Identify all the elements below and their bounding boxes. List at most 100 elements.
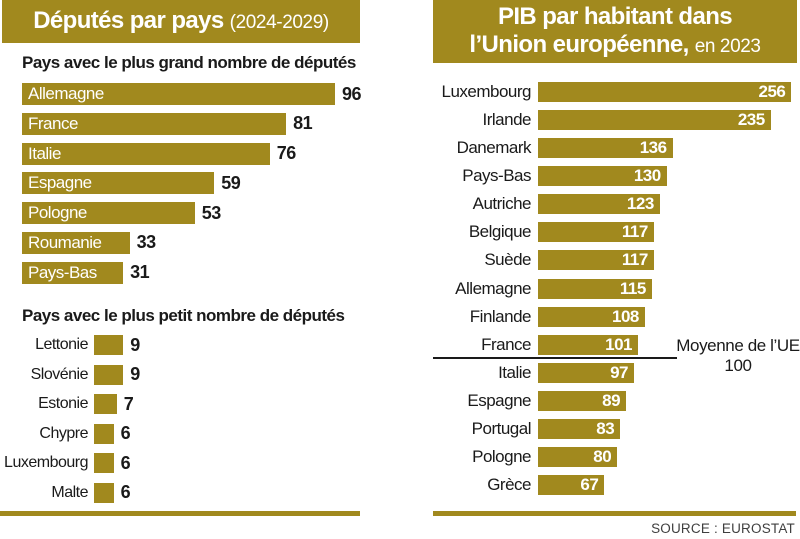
bar-row: Pays-Bas 130	[400, 166, 667, 187]
bar-value: 97	[610, 362, 628, 382]
bar: 67	[538, 475, 605, 495]
bar-value: 6	[120, 452, 131, 473]
bar-value: 53	[201, 202, 222, 223]
bar-row: Suède 117	[400, 250, 654, 271]
bar-row: Slovénie 9	[0, 364, 141, 385]
bar-label: Portugal	[471, 418, 532, 438]
bar-value: 117	[621, 222, 648, 242]
bar-row: Pays-Bas 31	[22, 261, 150, 284]
bar-label: Slovénie	[30, 365, 89, 383]
bar-row: Danemark 136	[400, 138, 673, 159]
left-chart-title: Députés par pays (2024-2029)	[33, 7, 329, 37]
bar: 97	[538, 362, 634, 383]
bar: 83	[538, 418, 621, 439]
bar-row: Pologne 80	[400, 446, 618, 467]
bar-row: Belgique 117	[400, 222, 654, 243]
bar-label: Pays-Bas	[462, 166, 531, 186]
bar-row: France 101	[400, 334, 638, 355]
bar-row: Malte 6	[0, 482, 131, 503]
bar-value: 96	[342, 83, 362, 104]
bar-label: Pologne	[28, 203, 87, 222]
bar-row: Italie 76	[22, 142, 297, 165]
bar-value: 115	[619, 278, 646, 298]
bar-label: France	[28, 113, 78, 133]
bar-label: Grèce	[487, 475, 531, 494]
bar: 235	[538, 110, 771, 131]
bar: 123	[538, 194, 660, 215]
bar: Espagne	[22, 172, 215, 195]
bar-row: Luxembourg 6	[0, 453, 131, 473]
bar: Pays-Bas	[22, 261, 124, 284]
bar-value: 31	[130, 262, 150, 282]
bar: 115	[538, 278, 652, 299]
eu-average-label: Moyenne de l’UE	[676, 336, 800, 355]
bar: 117	[538, 222, 654, 243]
bar-row: Pologne 53	[22, 202, 221, 224]
bar-value: 235	[737, 110, 765, 130]
bar-value: 123	[626, 194, 654, 214]
bar-value: 7	[123, 393, 134, 414]
bar-label: Irlande	[482, 110, 532, 130]
bar: Italie	[22, 142, 270, 165]
bar-value: 76	[276, 143, 297, 163]
bar-value: 83	[596, 418, 615, 438]
bar-row: Finlande 108	[400, 306, 645, 327]
right-chart-title-text1: PIB par habitant dans	[497, 2, 733, 30]
bar-label: Estonie	[38, 395, 88, 412]
source-credit: SOURCE : EUROSTAT	[651, 521, 795, 536]
bar-row: France 81	[22, 112, 313, 135]
bar-row: Portugal 83	[400, 418, 621, 439]
bar	[94, 335, 124, 355]
bar: 101	[538, 334, 638, 355]
bar-row: Chypre 6	[0, 423, 131, 444]
bar-value: 117	[621, 250, 648, 270]
bar	[94, 394, 117, 414]
bar-row: Allemagne 115	[400, 278, 652, 299]
bar-row: Roumanie 33	[22, 231, 156, 254]
bar-value: 256	[758, 82, 786, 101]
right-chart-title-suffix: en 2023	[694, 35, 761, 57]
bar	[94, 453, 114, 473]
bar-row: Luxembourg 256	[400, 82, 792, 102]
bar-row: Grèce 67	[400, 475, 605, 495]
bar-row: Irlande 235	[400, 110, 771, 131]
left-chart-title-suffix: (2024-2029)	[229, 11, 330, 33]
bar-label: Roumanie	[28, 232, 102, 252]
left-chart-subtitle-top: Pays avec le plus grand nombre de député…	[22, 53, 356, 72]
bar: 136	[538, 138, 673, 159]
bar-value: 9	[130, 364, 141, 384]
bar: France	[22, 112, 287, 135]
bar-label: Lettonie	[35, 336, 88, 353]
bar-value: 80	[593, 446, 612, 466]
left-chart-title-main: Députés par pays	[33, 6, 224, 34]
bar	[94, 364, 124, 385]
bar	[94, 482, 114, 503]
bar-label: Espagne	[467, 390, 531, 410]
right-chart-header: PIB par habitant dans l’Union européenne…	[433, 0, 797, 63]
right-chart-title-line2: l’Union européenne, en 2023	[469, 30, 761, 61]
bar-value: 130	[633, 166, 661, 186]
bar: 256	[538, 82, 792, 102]
bar-row: Italie 97	[400, 362, 634, 383]
bar-label: Suède	[484, 250, 531, 270]
bar-value: 67	[580, 475, 599, 494]
bar: Roumanie	[22, 231, 130, 254]
bar-label: Luxembourg	[441, 82, 531, 101]
bar-value: 101	[605, 334, 632, 354]
bar-row: Espagne 59	[22, 172, 241, 195]
bar-row: Autriche 123	[400, 194, 660, 215]
right-chart-title-text2: l’Union européenne,	[469, 30, 689, 58]
bar-label: Italie	[498, 362, 531, 382]
bar-label: Pays-Bas	[28, 262, 97, 282]
bar-label: Luxembourg	[4, 454, 88, 471]
eu-average-note: Moyenne de l’UE 100	[676, 336, 800, 376]
bar-value: 6	[120, 482, 131, 502]
bar-label: Belgique	[468, 222, 532, 242]
bar: 130	[538, 166, 667, 187]
bar-label: Danemark	[456, 138, 532, 158]
bar-label: Allemagne	[28, 84, 104, 103]
bar-label: Malte	[51, 483, 88, 501]
bar-value: 59	[221, 172, 241, 193]
bar-value: 89	[602, 390, 621, 410]
bar: Pologne	[22, 202, 195, 224]
